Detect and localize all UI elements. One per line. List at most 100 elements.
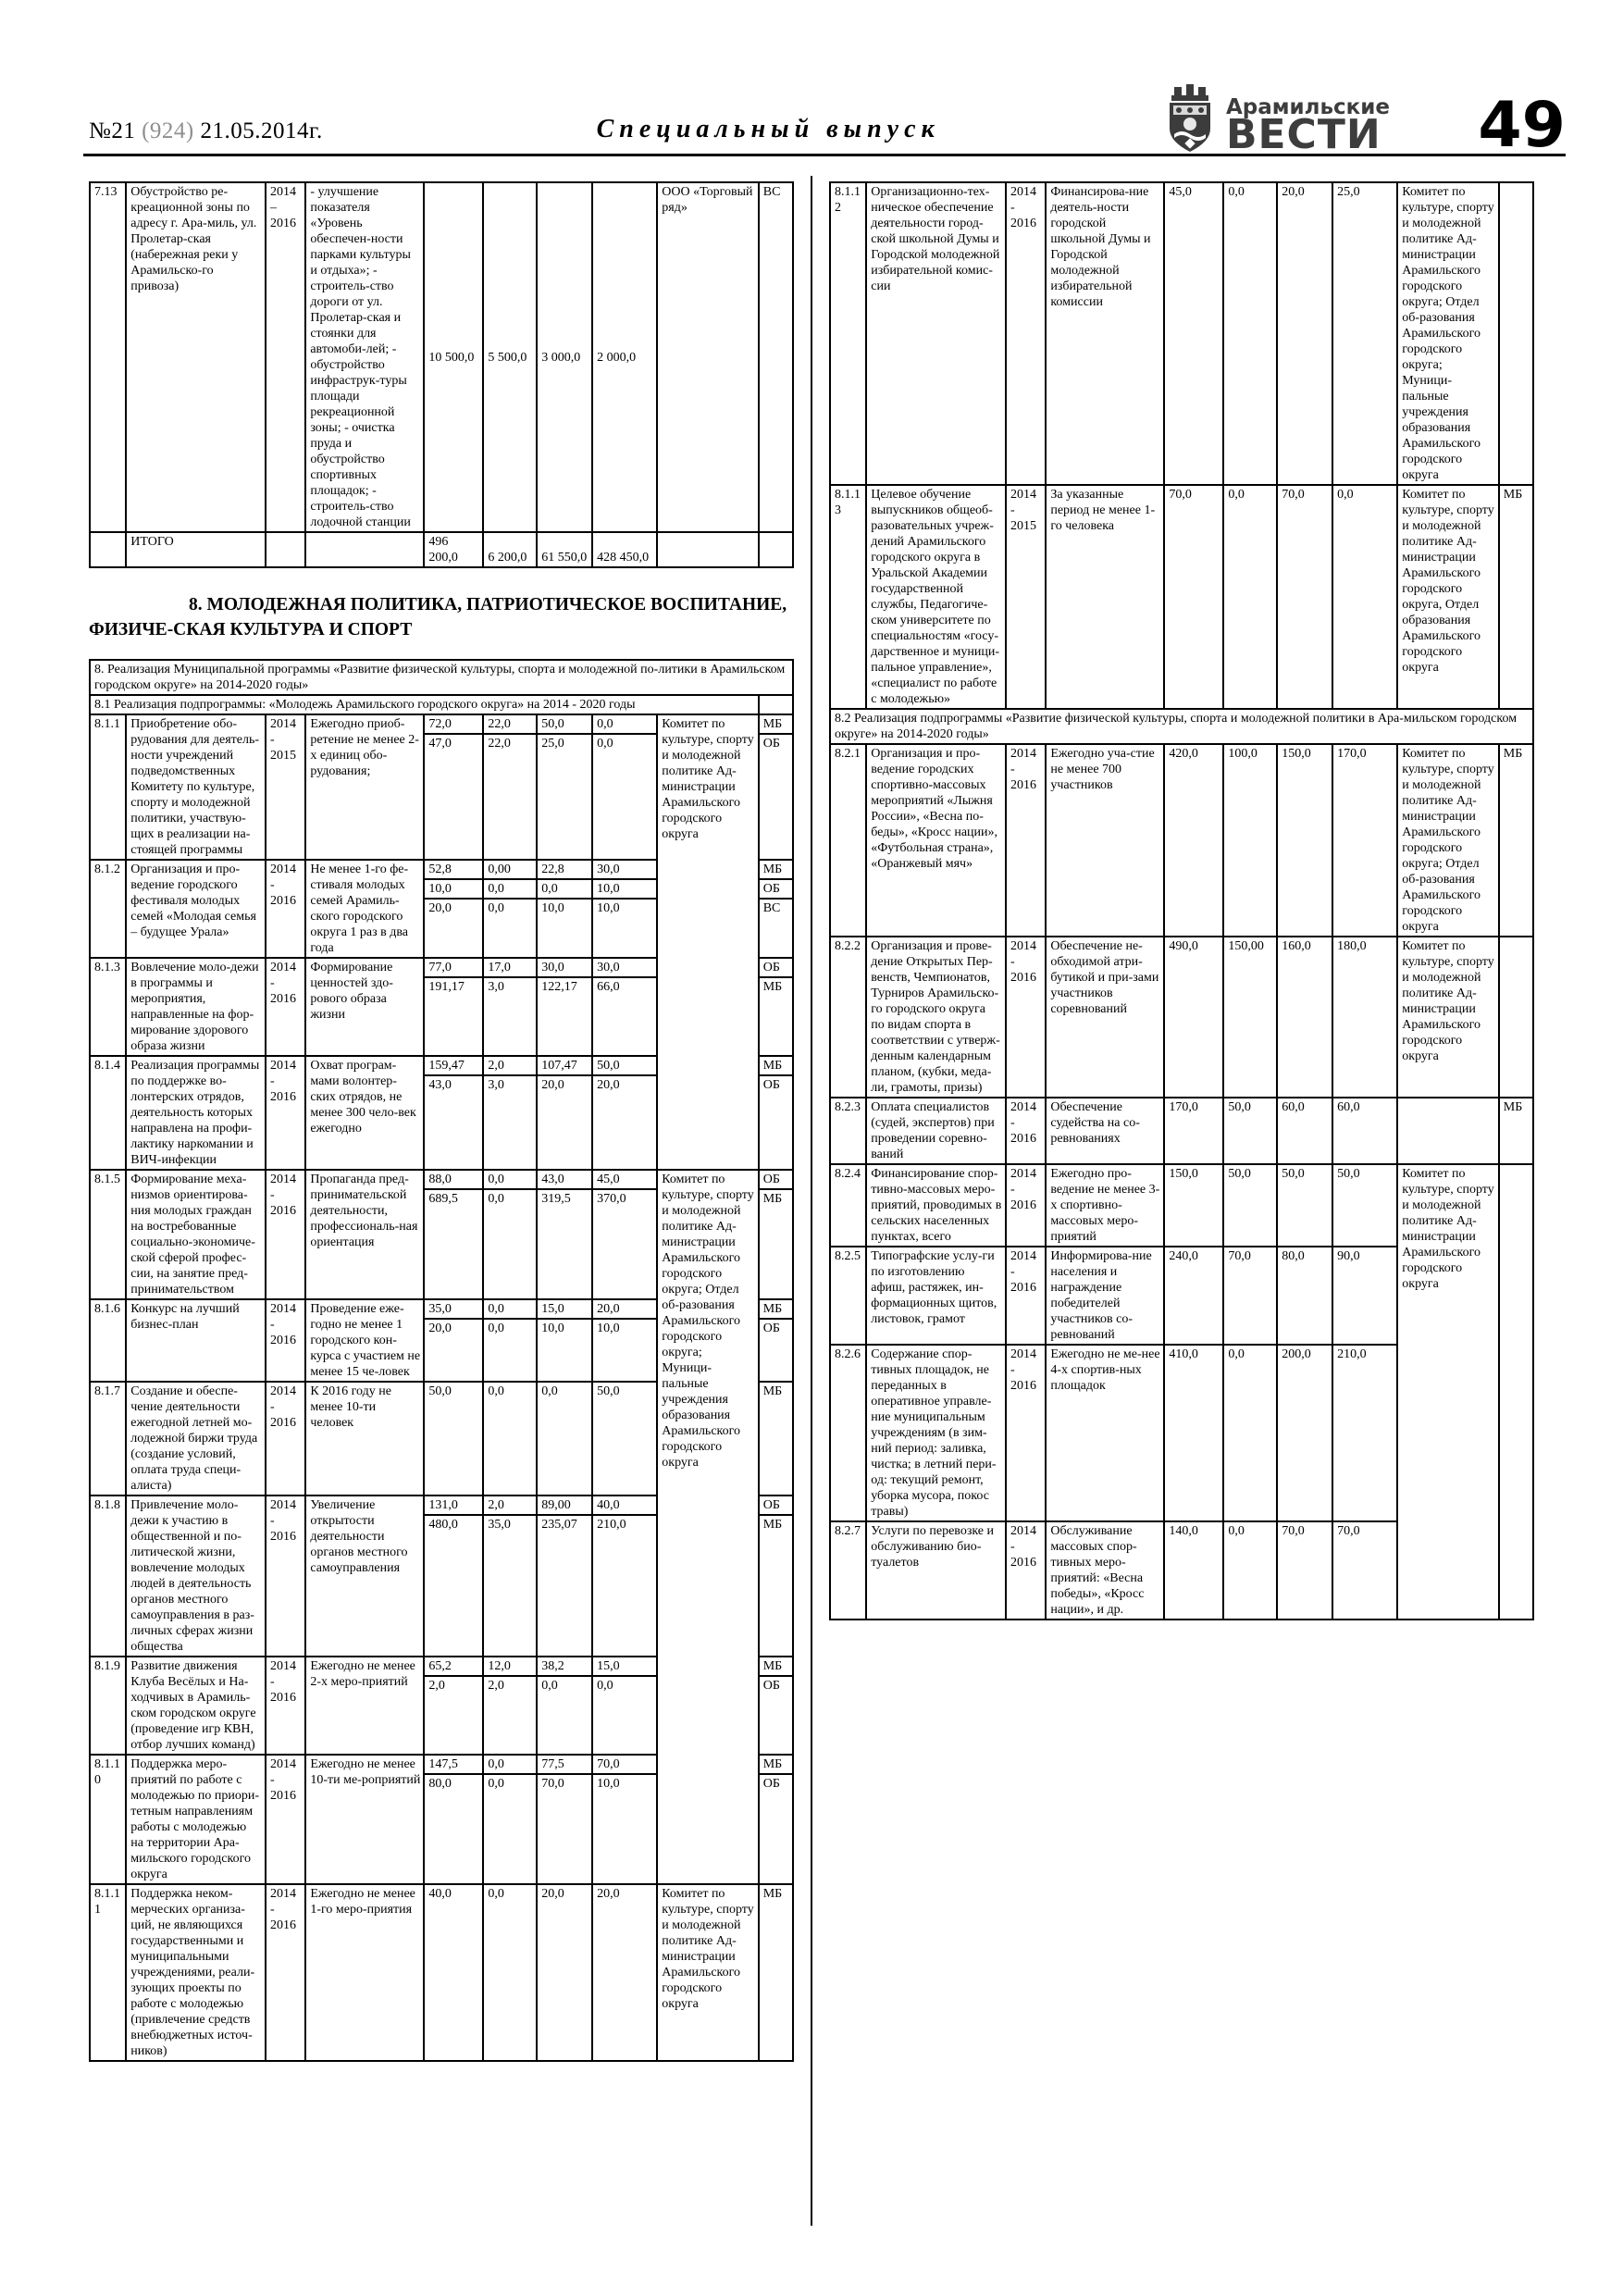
value-2016: 170,0 bbox=[1332, 743, 1399, 937]
value-2014: 0,0 bbox=[482, 878, 539, 900]
row-name: Организационно-тех-ническое обеспечение … bbox=[865, 181, 1007, 486]
row-name: Реализация программы по поддержке во-лон… bbox=[125, 1055, 266, 1171]
value-2015: 122,17 bbox=[536, 976, 594, 1057]
value-2016: 15,0 bbox=[591, 1656, 659, 1677]
row-number: 8.1.12 bbox=[828, 181, 868, 486]
row-number: 8.1.10 bbox=[88, 1754, 128, 1885]
masthead-rule bbox=[83, 154, 1566, 156]
value-total: 240,0 bbox=[1163, 1246, 1225, 1346]
source-cell: МБ bbox=[757, 976, 795, 1057]
source-cell: МБ bbox=[757, 1883, 795, 2062]
value-total: 65,2 bbox=[423, 1656, 485, 1677]
value-2015: 20,0 bbox=[536, 1883, 594, 2062]
value-2014: 70,0 bbox=[1222, 1246, 1279, 1346]
row-name: Поддержка меро-приятий по работе с молод… bbox=[125, 1754, 266, 1885]
value-2014: 150,00 bbox=[1222, 936, 1279, 1098]
row-years: 2014 - 2016 bbox=[1004, 1344, 1047, 1522]
row-years: 2014 - 2016 bbox=[264, 1298, 307, 1383]
section-8-heading: 8. МОЛОДЕЖНАЯ ПОЛИТИКА, ПАТРИОТИЧЕСКОЕ В… bbox=[89, 595, 787, 639]
value-total: 496 200,0 bbox=[423, 531, 485, 568]
value-2014: 50,0 bbox=[1222, 1163, 1279, 1247]
row-result: Ежегодно про-ведение не менее 3-х спорти… bbox=[1045, 1163, 1166, 1247]
source-cell: МБ bbox=[757, 714, 795, 735]
source-cell: ОБ bbox=[757, 878, 795, 900]
value-2016: 2 000,0 bbox=[591, 181, 659, 533]
source-cell: МБ bbox=[757, 1055, 795, 1076]
row-years: 2014 – 2016 bbox=[264, 181, 307, 533]
row-name: Развитие движения Клуба Весёлых и На-ход… bbox=[125, 1656, 266, 1756]
row-result: Обеспечение судейства на со-ревнованиях bbox=[1045, 1097, 1166, 1165]
executor-cell: Комитет по культуре, спорту и молодежной… bbox=[1396, 743, 1500, 937]
row-number: 8.1.9 bbox=[88, 1656, 128, 1756]
row-result: Ежегодно не менее 1-го меро-приятия bbox=[304, 1883, 426, 2062]
source-cell: ОБ bbox=[757, 1675, 795, 1756]
value-total: 131,0 bbox=[423, 1495, 485, 1516]
row-number bbox=[88, 531, 128, 568]
source-cell: МБ bbox=[1497, 743, 1535, 937]
row-number: 8.2.4 bbox=[828, 1163, 868, 1247]
row-result: Обслуживание массовых спор-тивных меро-п… bbox=[1045, 1520, 1166, 1620]
row-number: 8.2.5 bbox=[828, 1246, 868, 1346]
value-2016: 90,0 bbox=[1332, 1246, 1399, 1346]
value-total: 77,0 bbox=[423, 957, 485, 978]
executor-cell: Комитет по культуре, спорту и молодежной… bbox=[656, 1169, 760, 1885]
value-2014: 2,0 bbox=[482, 1055, 539, 1076]
value-total: 140,0 bbox=[1163, 1520, 1225, 1620]
right-column: 8.1.12 Организационно-тех-ническое обеспе… bbox=[828, 181, 1535, 1620]
value-2015: 20,0 bbox=[536, 1074, 594, 1171]
value-2016: 70,0 bbox=[1332, 1520, 1399, 1620]
value-total: 420,0 bbox=[1163, 743, 1225, 937]
issue-number: №21 bbox=[89, 118, 136, 143]
executor-cell: Комитет по культуре, спорту и молодежной… bbox=[1396, 181, 1500, 486]
value-2016: 0,0 bbox=[591, 733, 659, 861]
row-result: Ежегодно не менее 10-ти ме-роприятий bbox=[304, 1754, 426, 1885]
row-years: 2014 - 2016 bbox=[1004, 936, 1047, 1098]
source-cell: МБ bbox=[1497, 484, 1535, 710]
value-2014: 0,0 bbox=[482, 1773, 539, 1885]
executor-cell: ООО «Торговый ряд» bbox=[656, 181, 760, 533]
row-years: 2014 - 2016 bbox=[1004, 1520, 1047, 1620]
executor-cell bbox=[656, 531, 760, 568]
source-cell: ВС bbox=[757, 181, 795, 533]
row-result: Формирование ценностей здо-рового образа… bbox=[304, 957, 426, 1057]
value-2015: 107,47 bbox=[536, 1055, 594, 1076]
value-2015: 0,0 bbox=[536, 878, 594, 900]
value-2014: 3,0 bbox=[482, 1074, 539, 1171]
table-section-header-tail bbox=[757, 694, 795, 715]
row-result: Не менее 1-го фе-стиваля молодых семей А… bbox=[304, 859, 426, 959]
value-2016: 0,0 bbox=[591, 714, 659, 735]
value-2014: 17,0 bbox=[482, 957, 539, 978]
value-2014: 12,0 bbox=[482, 1656, 539, 1677]
value-2014: 0,0 bbox=[482, 1883, 539, 2062]
value-2016: 0,0 bbox=[1332, 484, 1399, 710]
row-name: Конкурс на лучший бизнес-план bbox=[125, 1298, 266, 1383]
row-number: 8.2.7 bbox=[828, 1520, 868, 1620]
brand-city-name: Арамильские bbox=[1225, 94, 1390, 119]
value-2014: 0,0 bbox=[482, 1318, 539, 1383]
value-2016: 0,0 bbox=[591, 1675, 659, 1756]
row-result: Информирова-ние населения и награждение … bbox=[1045, 1246, 1166, 1346]
page-number: 49 bbox=[1478, 89, 1566, 162]
row-name: Финансирование спор-тивно-массовых меро-… bbox=[865, 1163, 1007, 1247]
executor-cell bbox=[1396, 1097, 1500, 1165]
executor-cell: Комитет по культуре, спорту и молодежной… bbox=[656, 1883, 760, 2062]
value-2014: 22,0 bbox=[482, 733, 539, 861]
row-number: 8.2.6 bbox=[828, 1344, 868, 1522]
row-result: - улучшение показателя «Уровень обеспече… bbox=[304, 181, 426, 533]
value-2016: 370,0 bbox=[591, 1188, 659, 1300]
row-years: 2014 - 2016 bbox=[264, 1169, 307, 1300]
value-2015: 319,5 bbox=[536, 1188, 594, 1300]
value-2014: 3,0 bbox=[482, 976, 539, 1057]
masthead: №21 (924) 21.05.2014г. Специальный выпус… bbox=[89, 74, 1566, 157]
value-2015: 70,0 bbox=[1276, 484, 1334, 710]
column-divider bbox=[811, 176, 812, 2226]
row-number: 8.2.3 bbox=[828, 1097, 868, 1165]
row-years: 2014 - 2016 bbox=[1004, 743, 1047, 937]
value-2015: 20,0 bbox=[1276, 181, 1334, 486]
row-result: Охват програм-мами волонтер-ских отрядов… bbox=[304, 1055, 426, 1171]
source-cell: ОБ bbox=[757, 957, 795, 978]
value-2015: 50,0 bbox=[1276, 1163, 1334, 1247]
row-name: Обустройство ре-креационной зоны по адре… bbox=[125, 181, 266, 533]
row-number: 8.1.11 bbox=[88, 1883, 128, 2062]
table-section-header: 8.1 Реализация подпрограммы: «Молодежь А… bbox=[89, 694, 760, 715]
